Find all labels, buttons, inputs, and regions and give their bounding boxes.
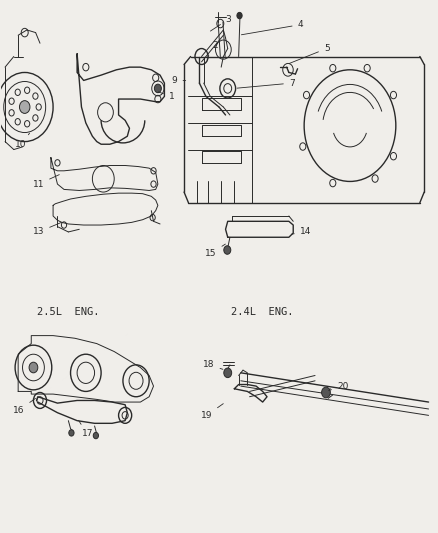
Circle shape	[224, 246, 231, 254]
Circle shape	[237, 12, 242, 19]
Text: 16: 16	[13, 398, 35, 415]
Text: 3: 3	[210, 15, 231, 31]
Circle shape	[224, 368, 232, 377]
Text: 7: 7	[237, 78, 295, 88]
Circle shape	[93, 432, 99, 439]
Text: 14: 14	[292, 228, 311, 237]
Text: 10: 10	[15, 133, 30, 149]
Text: 4: 4	[241, 20, 303, 35]
Circle shape	[19, 101, 30, 114]
Text: 2.5L  ENG.: 2.5L ENG.	[37, 306, 99, 317]
Text: 11: 11	[33, 175, 59, 189]
Text: 13: 13	[33, 222, 61, 237]
Text: 9: 9	[172, 76, 186, 85]
Text: 2.4L  ENG.: 2.4L ENG.	[231, 306, 294, 317]
Circle shape	[29, 362, 38, 373]
Text: 2: 2	[208, 42, 218, 56]
Text: 15: 15	[205, 244, 226, 258]
Text: 19: 19	[201, 403, 223, 420]
Circle shape	[154, 84, 161, 93]
Text: 18: 18	[203, 360, 223, 369]
Circle shape	[69, 430, 74, 436]
Text: 17: 17	[78, 421, 93, 439]
Text: 5: 5	[289, 44, 329, 63]
Circle shape	[321, 387, 330, 398]
Text: 20: 20	[328, 382, 348, 391]
Text: 1: 1	[158, 92, 174, 101]
